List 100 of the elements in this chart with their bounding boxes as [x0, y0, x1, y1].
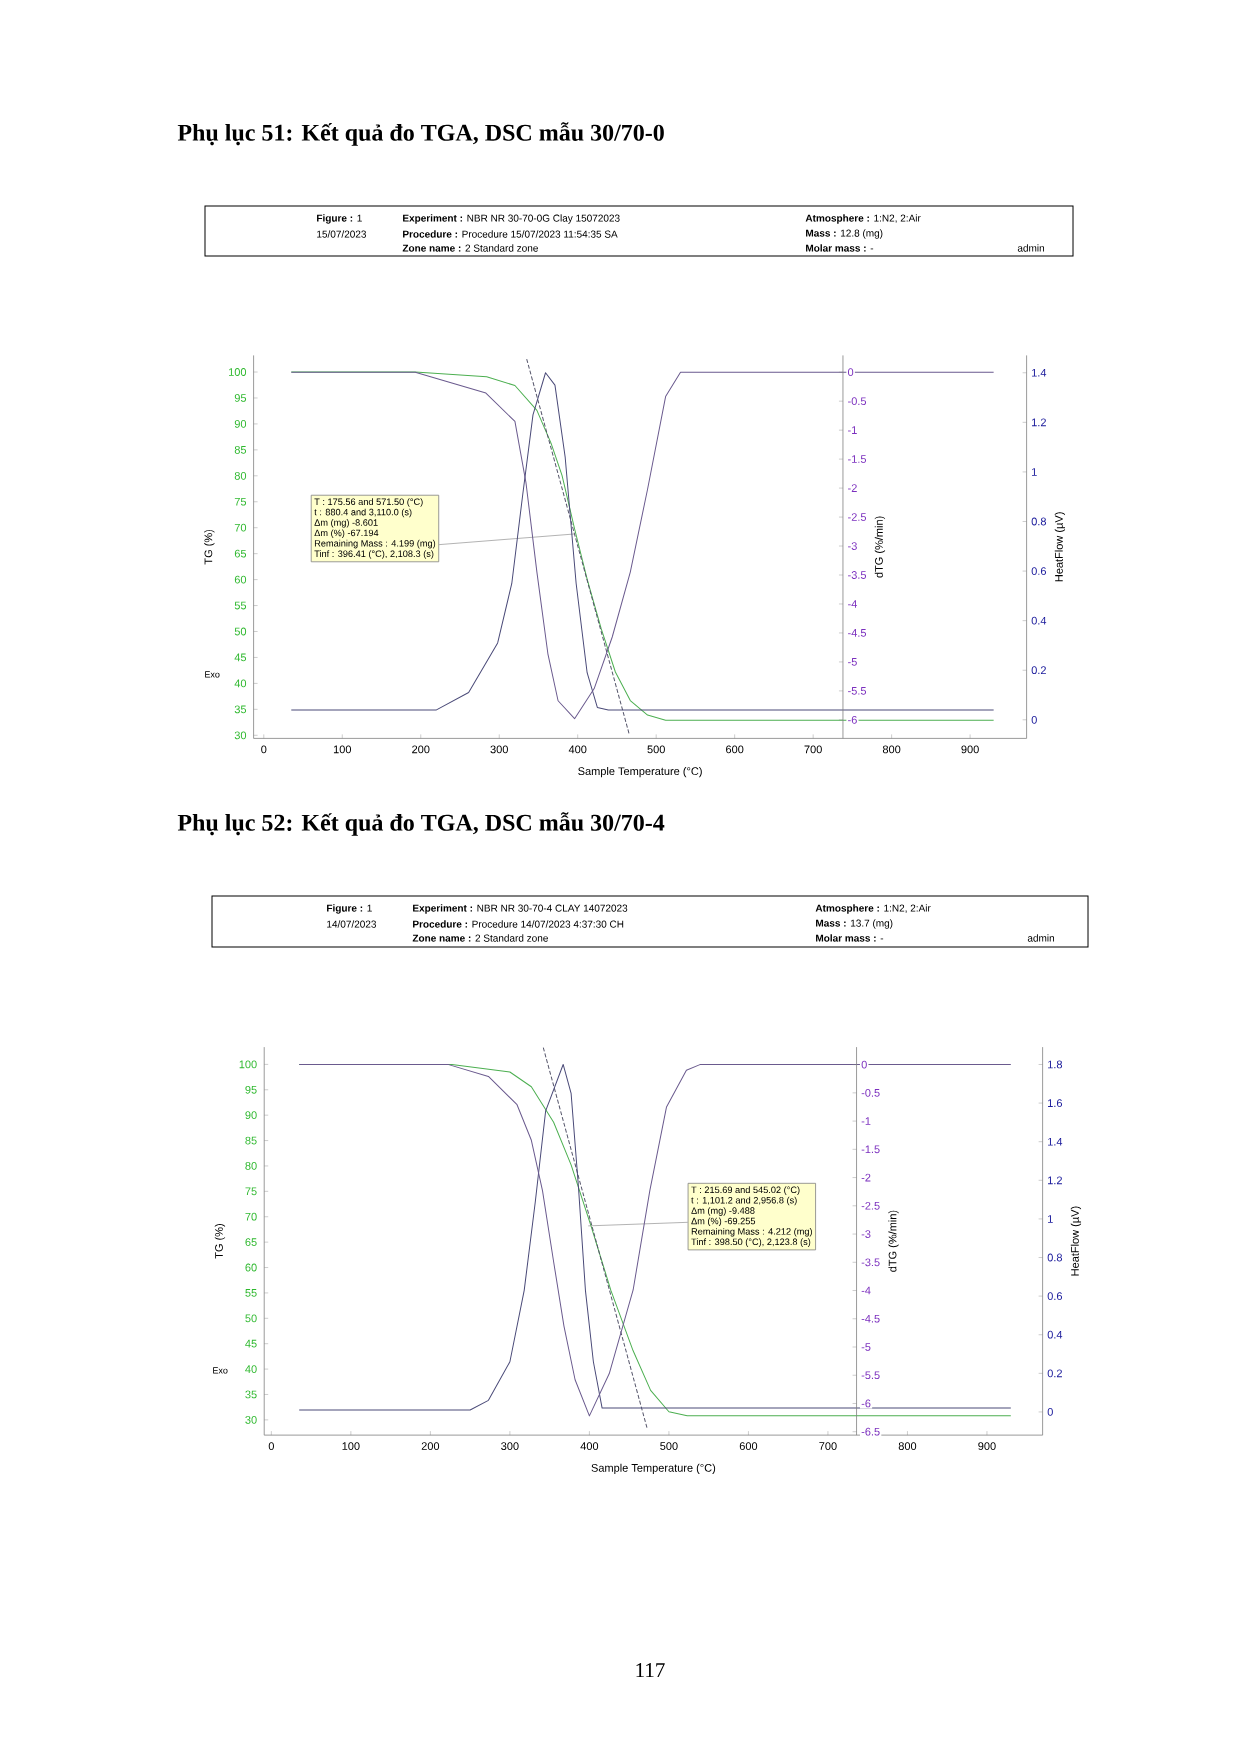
annotation: Δm (%) -67.194: [314, 529, 379, 538]
y-tick-label: 100: [229, 368, 247, 376]
text: Atmosphere : 1:N2, 2:Air: [805, 214, 921, 224]
y-tick-label: 30: [245, 1415, 257, 1424]
y3-axis-title: HeatFlow (µV): [1070, 1206, 1082, 1276]
text: Procedure : Procedure 15/07/2023 11:54:35 SA: [403, 230, 618, 238]
y2-axis-title: dTG (%/min): [888, 1210, 899, 1272]
y2-tick-label: -6.5: [861, 1427, 880, 1436]
x-tick-label: 0: [268, 1442, 274, 1450]
y2-tick-label: -4.5: [848, 629, 867, 637]
y3-tick-label: 0.8: [1031, 517, 1047, 526]
text: Exo: [213, 1367, 228, 1374]
y3-tick-label: 0.8: [1047, 1253, 1063, 1262]
x-tick-label: 700: [804, 745, 822, 754]
y2-tick-label: -1.5: [861, 1145, 880, 1154]
y2-tick-label: -5: [861, 1343, 871, 1351]
y2-tick-label: 0: [848, 368, 854, 377]
text: Molar mass : -: [806, 244, 874, 252]
y2-tick-label: -5.5: [861, 1371, 880, 1380]
x-tick-label: 300: [501, 1442, 519, 1450]
text: Zone name : 2 Standard zone: [402, 244, 538, 252]
y2-tick-label: -3: [861, 1230, 871, 1238]
text: Experiment : NBR NR 30-70-0G Clay 15072023: [403, 214, 620, 224]
annotation: t : 1,101.2 and 2,956.8 (s): [691, 1196, 797, 1206]
y3-tick-label: 0.4: [1047, 1330, 1063, 1339]
y-tick-label: 85: [245, 1136, 257, 1145]
y-tick-label: 45: [245, 1339, 257, 1348]
y2-tick-label: -1.5: [848, 455, 867, 463]
x-tick-label: 200: [421, 1442, 440, 1450]
text: 15/07/2023: [317, 230, 366, 238]
y3-tick-label: 1.6: [1048, 1099, 1063, 1107]
y2-tick-label: -2: [861, 1173, 871, 1182]
text: 117: [636, 1663, 665, 1677]
y-tick-label: 30: [234, 731, 247, 740]
y2-tick-label: -0.5: [848, 397, 867, 406]
y-axis-title: TG (%): [204, 529, 215, 565]
y-tick-label: 90: [245, 1111, 257, 1120]
y-tick-label: 60: [245, 1263, 257, 1272]
text: Molar mass : -: [816, 934, 884, 942]
y-tick-label: 90: [234, 420, 247, 428]
text: Figure : 1: [317, 214, 362, 224]
y3-tick-label: 0.2: [1047, 1369, 1062, 1378]
y3-tick-label: 1.8: [1048, 1060, 1063, 1069]
y3-tick-label: 0: [1047, 1408, 1053, 1416]
y-tick-label: 50: [245, 1314, 257, 1323]
text: Atmosphere : 1:N2, 2:Air: [815, 904, 931, 914]
x-tick-label: 400: [580, 1442, 599, 1450]
y2-axis-title: dTG (%/min): [874, 516, 886, 578]
text: Mass : 13.7 (mg): [816, 919, 893, 929]
x-tick-label: 400: [568, 745, 587, 754]
y-tick-label: 75: [245, 1187, 257, 1196]
x-tick-label: 800: [882, 745, 901, 754]
y-tick-label: 75: [234, 497, 247, 506]
x-tick-label: 600: [726, 745, 744, 754]
annotation: Δm (mg) -9.488: [691, 1207, 755, 1216]
x-tick-label: 100: [333, 745, 352, 754]
y-tick-label: 100: [239, 1060, 257, 1069]
text: Exo: [205, 671, 220, 678]
text: Procedure : Procedure 14/07/2023 4:37:30 CH: [413, 920, 624, 928]
y2-tick-label: -4: [848, 600, 858, 608]
y2-tick-label: -1: [861, 1117, 871, 1125]
y2-tick-label: 0: [861, 1060, 867, 1069]
y2-tick-label: -4: [861, 1286, 871, 1295]
annotation: t : 880.4 and 3,110.0 (s): [314, 508, 412, 518]
y2-tick-label: -5: [848, 658, 857, 666]
y3-tick-label: 1.4: [1032, 368, 1047, 377]
y2-tick-label: -6: [848, 715, 857, 724]
y2-tick-label: -0.5: [861, 1088, 880, 1097]
text: Mass : 12.8 (mg): [806, 229, 883, 239]
y-tick-label: 40: [245, 1365, 257, 1373]
y2-tick-label: -5.5: [848, 687, 867, 695]
y-tick-label: 60: [234, 575, 247, 584]
annotation: T : 175.56 and 571.50 (°C): [314, 498, 423, 507]
y2-tick-label: -4.5: [861, 1314, 880, 1323]
chart-title: Phụ lục 52: Kết quả đo TGA, DSC mẫu 30/70-4: [177, 812, 665, 836]
x-tick-label: 900: [961, 745, 979, 754]
x-tick-label: 100: [342, 1442, 360, 1450]
text: Figure : 1: [327, 904, 372, 914]
x-tick-label: 500: [660, 1442, 678, 1450]
y3-tick-label: 0.6: [1031, 567, 1047, 575]
y-tick-label: 50: [234, 627, 247, 636]
annotation: Tinf : 398.50 (°C), 2,123.8 (s): [691, 1238, 811, 1247]
y-tick-label: 55: [234, 601, 247, 610]
text: admin: [1027, 934, 1054, 942]
y3-tick-label: 0.2: [1031, 666, 1046, 675]
y-tick-label: 80: [234, 471, 247, 480]
y3-tick-label: 1.2: [1048, 1176, 1062, 1185]
y-tick-label: 40: [234, 679, 247, 688]
text: Zone name : 2 Standard zone: [412, 934, 548, 942]
y3-axis-title: HeatFlow (µV): [1054, 512, 1066, 582]
x-axis-title: Sample Temperature (°C): [578, 766, 702, 778]
text: 14/07/2023: [327, 920, 376, 928]
x-tick-label: 700: [819, 1442, 837, 1450]
y3-tick-label: 0: [1031, 715, 1037, 724]
y-tick-label: 80: [245, 1162, 257, 1170]
y-tick-label: 70: [245, 1212, 257, 1221]
y2-tick-label: -6: [861, 1399, 871, 1408]
y-axis-title: TG (%): [214, 1224, 226, 1259]
y3-tick-label: 1.2: [1032, 418, 1046, 427]
text: admin: [1017, 244, 1044, 252]
